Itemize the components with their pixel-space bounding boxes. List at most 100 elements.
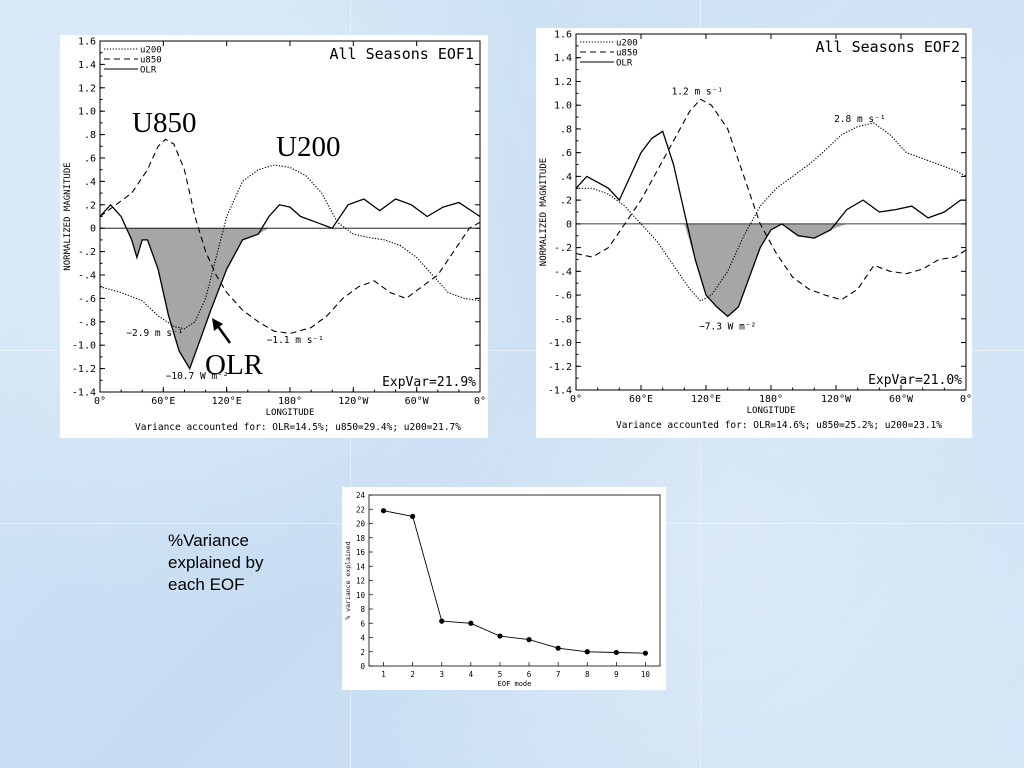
variance-point (613, 649, 619, 656)
y-tick-label: .6 (560, 148, 572, 159)
y-tick-label: -1.2 (72, 364, 96, 375)
x-tick-label: 180° (759, 394, 783, 405)
y-tick-label: 1.4 (554, 53, 572, 64)
eof1-chart: 1.6 1.4 1.2 1.0 .8 .6 .4 .2 0 -.2 -.4 -.6 -.8 -1.0 -1.… (63, 37, 486, 434)
variance-accounted-text: Variance accounted for: OLR=14.5%; u850=… (135, 422, 461, 433)
value-annotation: −2.9 m s⁻¹ (126, 328, 183, 339)
variance-chart-panel: 0 2 4 6 8 10 12 14 16 18 20 22 24 1 2 3 4 5 6 7 8 9 10 EOF mode… (342, 487, 666, 690)
x-tick-label: 60°W (405, 396, 430, 407)
y-tick-label: 12 (356, 577, 365, 586)
legend-label: OLR (140, 66, 157, 76)
y-axis-label: % variance explained (344, 541, 352, 619)
eof2-chart-panel: 1.6 1.4 1.2 1.0 .8 .6 .4 .2 0 -.2 -.4 -.6 -.8 -1.0 -1.… (536, 28, 972, 438)
variance-point (439, 618, 445, 624)
x-tick-label: 120°W (338, 396, 369, 407)
y-tick-label: .6 (84, 154, 96, 165)
series-line-u200 (99, 164, 481, 330)
y-tick-label: -.6 (554, 291, 572, 302)
y-tick-label: 0 (360, 662, 365, 671)
legend-label: u200 (140, 46, 162, 56)
y-tick-label: 0 (566, 219, 572, 230)
overlay-label-olr: OLR (205, 349, 264, 381)
olr-negative-shading (576, 223, 966, 317)
x-tick-label: 5 (498, 670, 503, 679)
y-tick-label: -1.4 (548, 386, 572, 397)
y-tick-label: 1.6 (78, 37, 96, 48)
y-tick-label: 0 (90, 224, 96, 235)
x-tick-label: 120°W (821, 394, 852, 405)
x-tick-label: 0° (960, 394, 972, 405)
y-tick-label: -.6 (78, 294, 96, 305)
variance-point (410, 513, 416, 519)
olr-negative-shading (100, 228, 480, 369)
plot-frame (575, 33, 967, 391)
series-line-OLR (575, 130, 966, 318)
variance-point (468, 620, 474, 626)
y-tick-label: .8 (560, 124, 572, 135)
caption-line: each EOF (168, 575, 245, 594)
y-tick-label: 6 (360, 619, 365, 628)
y-axis-label: NORMALIZED MAGNITUDE (63, 162, 73, 270)
x-tick-label: 8 (585, 670, 590, 679)
olr-arrow-head (212, 318, 223, 331)
value-annotation: −7.3 W m⁻² (699, 321, 756, 332)
x-axis-label: LONGITUDE (266, 408, 315, 418)
series-line-u850 (99, 138, 481, 335)
x-tick-label: 0° (474, 396, 486, 407)
y-tick-label: 1.0 (78, 107, 96, 118)
variance-caption: %Variance explained by each EOF (168, 530, 308, 596)
legend-label: u850 (140, 56, 162, 66)
x-tick-label: 1 (381, 670, 386, 679)
x-tick-label: 180° (278, 396, 302, 407)
variance-point (526, 637, 532, 643)
overlay-label-u850: U850 (132, 107, 196, 139)
chart-title: All Seasons EOF2 (816, 38, 961, 56)
x-tick-label: 0° (94, 396, 106, 407)
y-tick-label: 1.0 (554, 101, 572, 112)
eof2-chart: 1.6 1.4 1.2 1.0 .8 .6 .4 .2 0 -.2 -.4 -.6 -.8 -1.0 -1.… (539, 30, 972, 432)
olr-arrow-shaft (215, 324, 232, 344)
background-seam (0, 350, 1024, 351)
x-tick-label: 4 (469, 670, 474, 679)
y-tick-label: -.8 (554, 314, 572, 325)
x-tick-label: 10 (641, 670, 651, 679)
y-tick-label: 10 (356, 591, 366, 600)
series-line-u850 (575, 98, 967, 301)
x-tick-label: 3 (439, 670, 444, 679)
caption-line: %Variance (168, 531, 249, 550)
y-tick-label: 1.2 (554, 77, 572, 88)
y-tick-label: 1.2 (78, 83, 96, 94)
x-tick-label: 120°E (691, 394, 721, 405)
y-tick-label: 14 (356, 562, 366, 571)
y-tick-label: 16 (356, 548, 366, 557)
y-tick-label: .2 (84, 200, 96, 211)
y-tick-label: 24 (356, 491, 366, 500)
x-axis-label: EOF mode (498, 680, 532, 688)
y-tick-label: -1.4 (72, 388, 96, 399)
x-tick-label: 9 (614, 670, 619, 679)
expvar-label: ExpVar=21.9% (382, 375, 476, 390)
y-tick-label: 22 (356, 505, 365, 514)
y-tick-label: .4 (84, 177, 96, 188)
overlay-label-u200: U200 (276, 131, 340, 163)
series-line-u200 (576, 122, 967, 302)
eof1-chart-panel: 1.6 1.4 1.2 1.0 .8 .6 .4 .2 0 -.2 -.4 -.6 -.8 -1.0 -1.… (60, 35, 488, 438)
y-tick-label: -.8 (78, 317, 96, 328)
value-annotation: 1.2 m s⁻¹ (672, 87, 723, 98)
x-axis-label: LONGITUDE (747, 406, 796, 416)
y-tick-label: 4 (360, 634, 365, 643)
y-tick-label: 2 (360, 648, 365, 657)
plot-frame (368, 494, 661, 667)
x-tick-label: 6 (527, 670, 532, 679)
x-tick-label: 120°E (212, 396, 242, 407)
value-annotation: −1.1 m s⁻¹ (267, 335, 324, 346)
x-tick-label: 60°E (151, 396, 175, 407)
y-tick-label: .8 (84, 130, 96, 141)
x-tick-label: 60°W (889, 394, 914, 405)
variance-line (383, 510, 646, 654)
variance-point (497, 633, 503, 639)
variance-point (642, 650, 649, 656)
y-tick-label: 18 (356, 534, 366, 543)
expvar-label: ExpVar=21.0% (868, 373, 962, 388)
